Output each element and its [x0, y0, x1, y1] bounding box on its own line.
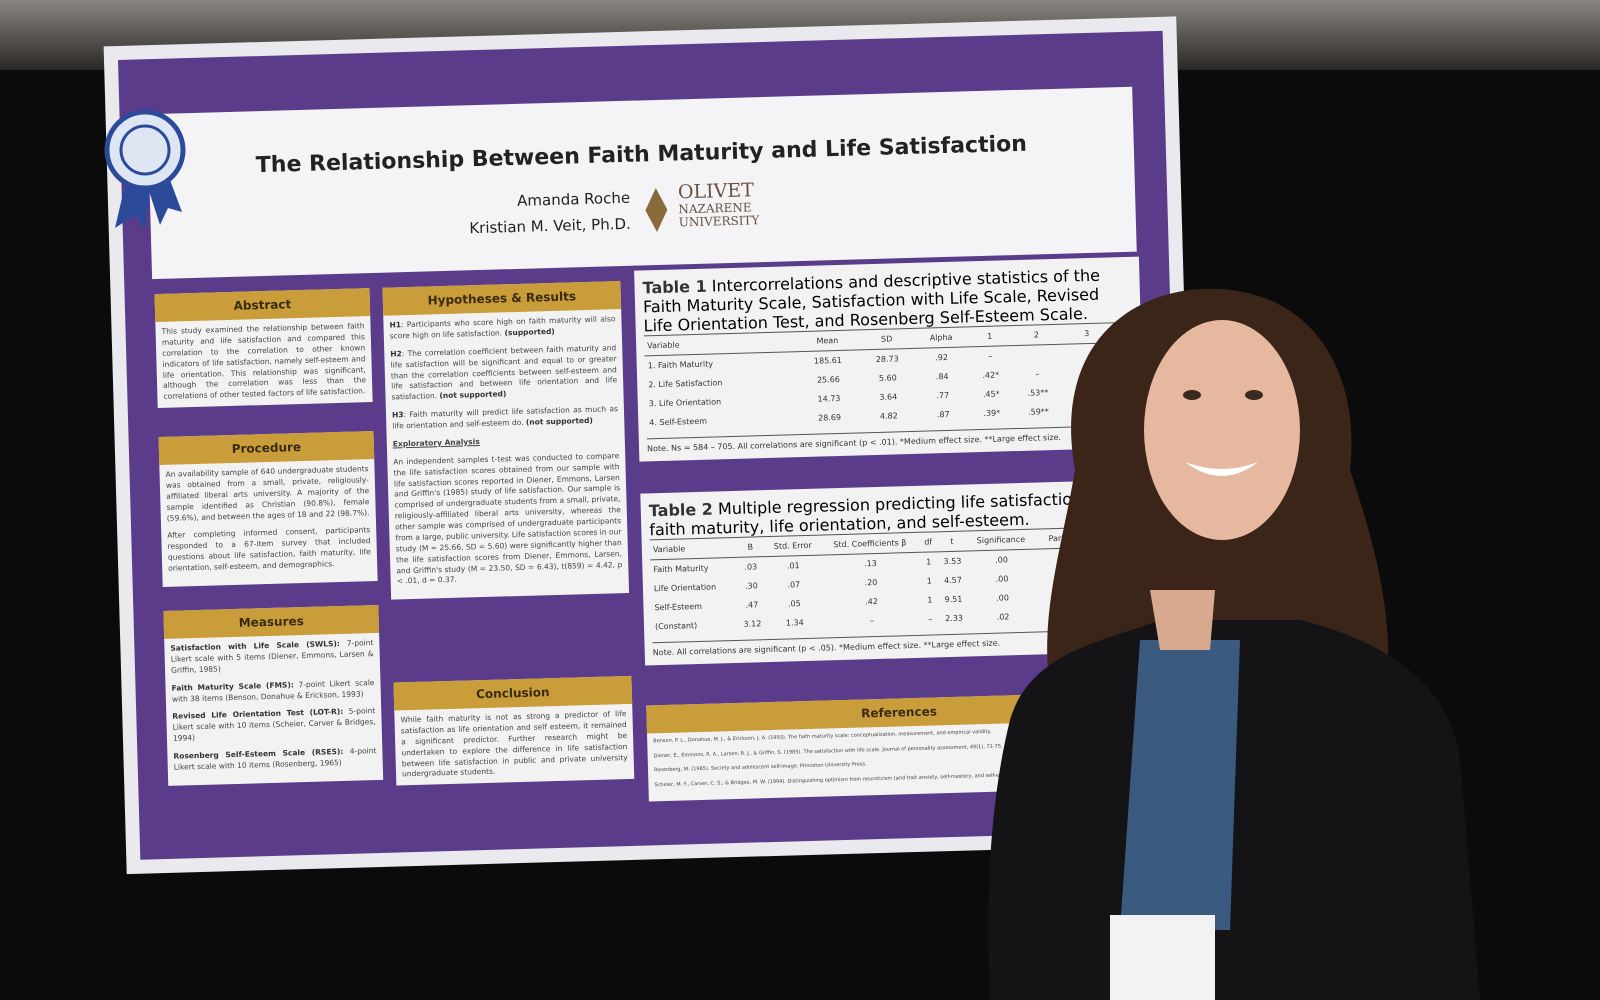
- blouse: [1120, 640, 1240, 930]
- face: [1144, 320, 1300, 540]
- ribbon: [148, 180, 182, 225]
- eye: [1245, 390, 1263, 400]
- name-badge: [1110, 915, 1215, 1000]
- smile: [1185, 462, 1258, 476]
- neck: [1150, 590, 1215, 650]
- ribbon: [115, 185, 150, 230]
- eye: [1183, 390, 1201, 400]
- seal: [119, 124, 171, 176]
- award-ribbon: [104, 109, 186, 230]
- person: [988, 288, 1480, 1000]
- seal: [104, 109, 186, 191]
